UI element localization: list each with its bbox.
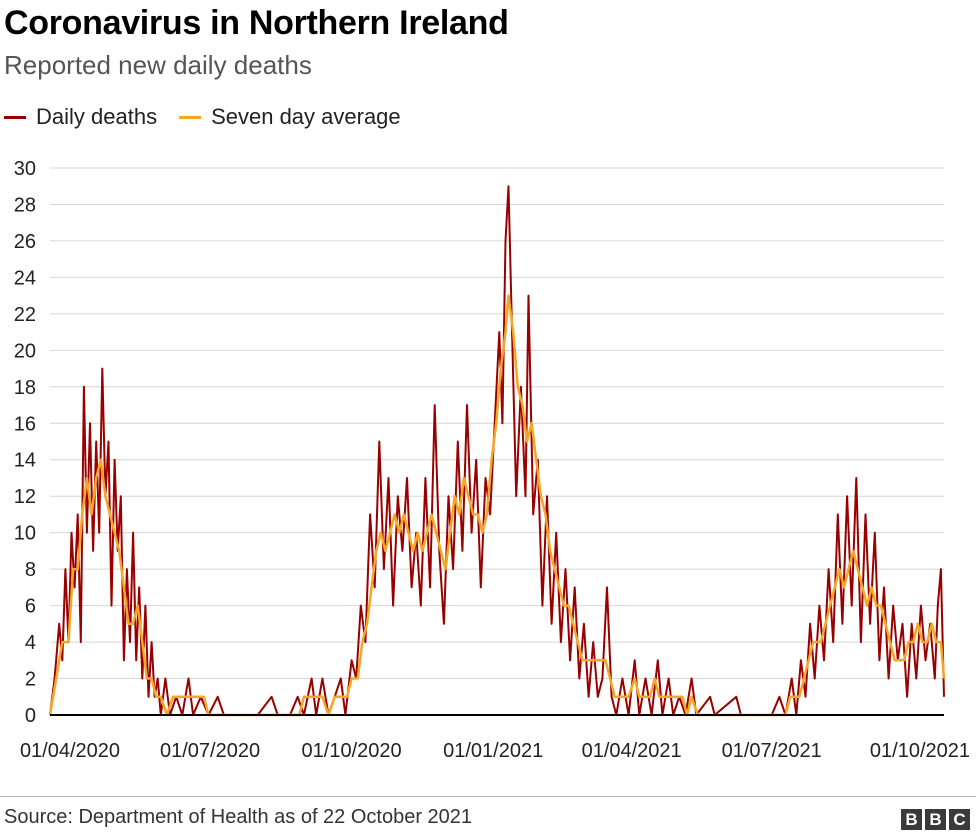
legend-item-seven-day-average: Seven day average — [179, 104, 401, 130]
bbc-logo-letter: C — [949, 809, 970, 830]
y-tick-label: 18 — [14, 377, 36, 399]
x-tick-label: 01/10/2021 — [870, 740, 970, 762]
y-tick-label: 14 — [14, 450, 36, 472]
gridlines — [50, 167, 944, 680]
legend-swatch-daily-deaths — [4, 115, 26, 119]
x-tick-label: 01/04/2020 — [20, 740, 120, 762]
y-tick-label: 24 — [14, 267, 36, 289]
bbc-logo-letter: B — [925, 809, 946, 830]
x-tick-label: 01/04/2021 — [582, 740, 682, 762]
source-note: Source: Department of Health as of 22 Oc… — [4, 806, 473, 828]
y-tick-label: 6 — [25, 596, 36, 618]
y-tick-label: 26 — [14, 231, 36, 253]
y-tick-label: 4 — [25, 632, 36, 654]
y-tick-label: 10 — [14, 523, 36, 545]
x-tick-label: 01/10/2020 — [302, 740, 402, 762]
footer-divider — [0, 796, 976, 797]
y-tick-label: 16 — [14, 413, 36, 435]
x-tick-label: 01/01/2021 — [443, 740, 543, 762]
y-tick-label: 2 — [25, 669, 36, 691]
y-tick-label: 30 — [14, 158, 36, 180]
y-tick-label: 8 — [25, 559, 36, 581]
y-tick-label: 20 — [14, 340, 36, 362]
x-tick-label: 01/07/2021 — [722, 740, 822, 762]
series-line-daily-deaths — [49, 185, 945, 716]
x-tick-label: 01/07/2020 — [160, 740, 260, 762]
y-tick-label: 22 — [14, 304, 36, 326]
y-tick-label: 12 — [14, 486, 36, 508]
bbc-logo: B B C — [898, 809, 970, 830]
y-tick-label: 0 — [25, 705, 36, 727]
series-line-seven-day-average — [48, 294, 946, 717]
chart-subtitle: Reported new daily deaths — [4, 50, 312, 80]
legend-label-daily-deaths: Daily deaths — [36, 104, 158, 129]
x-axis-ticks: 01/04/2020 01/07/2020 01/10/2020 01/01/2021… — [20, 740, 970, 762]
legend-item-daily-deaths: Daily deaths — [4, 104, 157, 130]
series-lines — [48, 185, 946, 717]
legend-label-seven-day-average: Seven day average — [211, 104, 401, 129]
bbc-logo-letter: B — [901, 809, 922, 830]
chart-title: Coronavirus in Northern Ireland — [4, 4, 509, 42]
y-tick-label: 28 — [14, 194, 36, 216]
legend-swatch-seven-day-average — [179, 115, 202, 119]
chart-legend: Daily deaths Seven day average — [4, 104, 423, 130]
